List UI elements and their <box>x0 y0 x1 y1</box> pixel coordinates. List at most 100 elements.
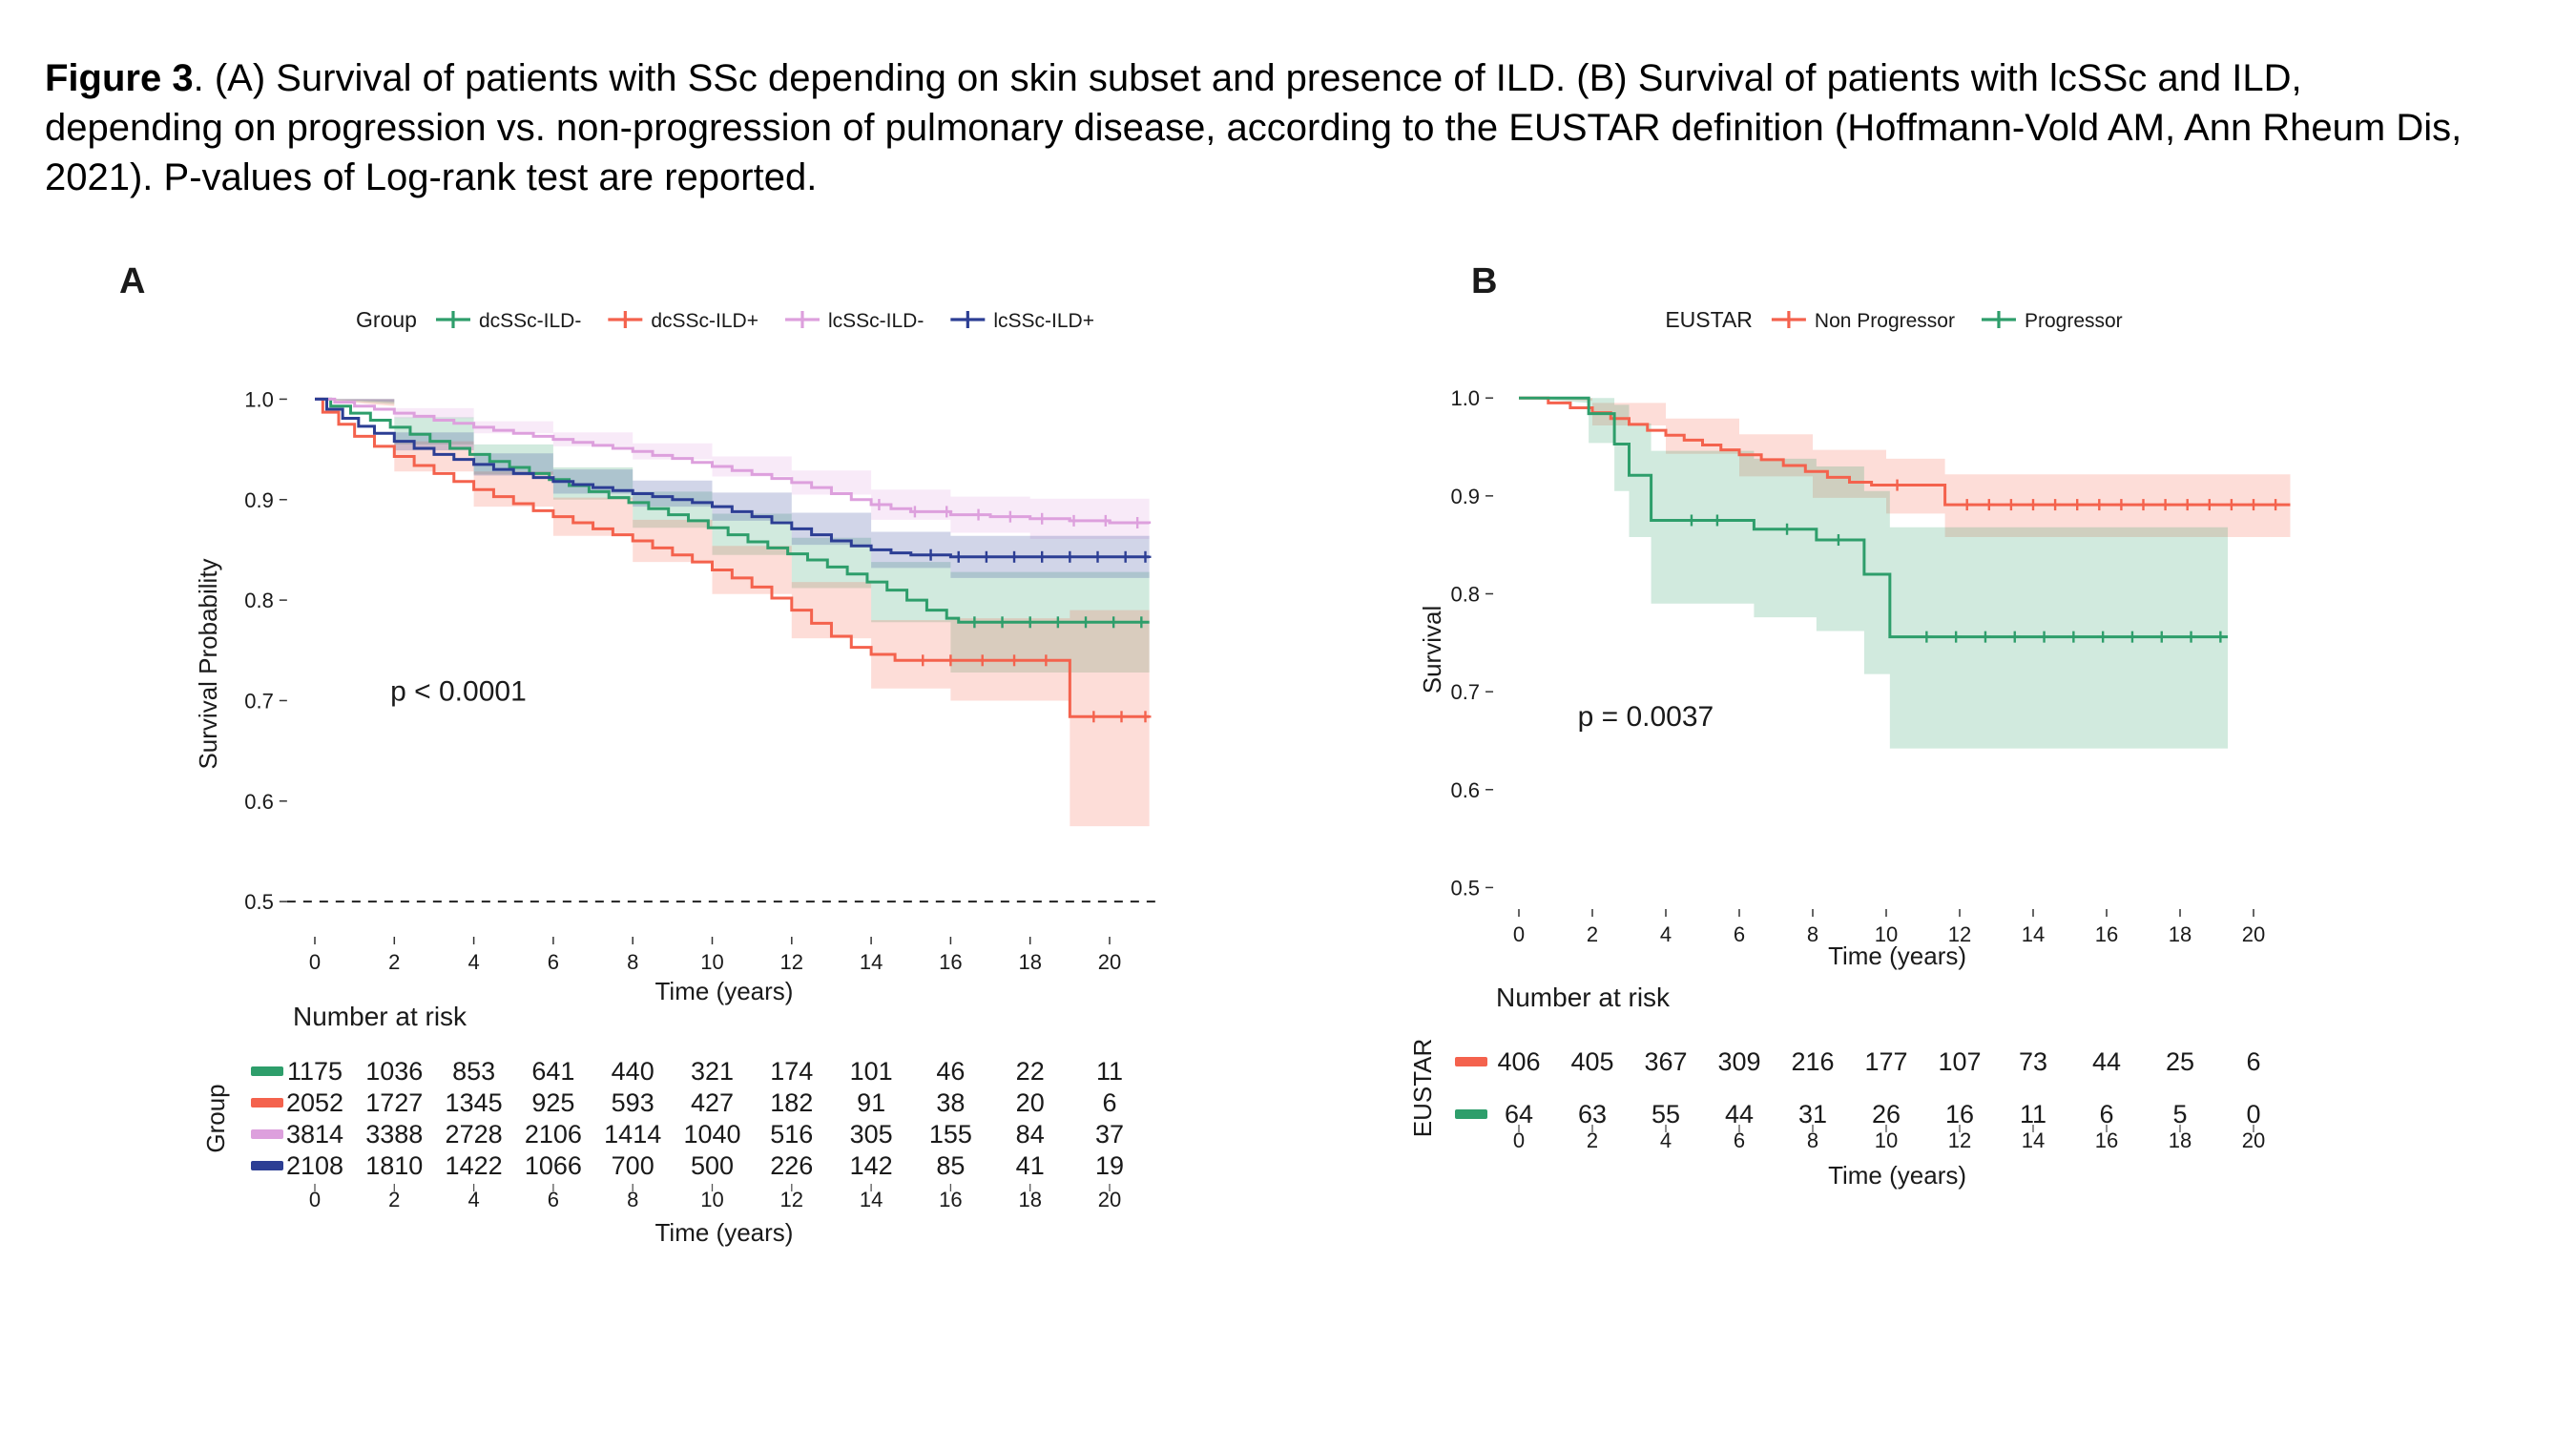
risk-count: 63 <box>1578 1100 1607 1128</box>
svg-text:0.7: 0.7 <box>244 689 274 713</box>
risk-count: 101 <box>850 1057 893 1086</box>
panel-label-A: A <box>119 261 145 301</box>
risk-count: 1727 <box>365 1088 423 1117</box>
risk-count: 84 <box>1016 1120 1045 1149</box>
svg-text:18: 18 <box>2169 922 2192 946</box>
svg-text:12: 12 <box>1948 922 1971 946</box>
risk-count: 3814 <box>286 1120 343 1149</box>
risk-count: 406 <box>1497 1047 1540 1076</box>
svg-text:2: 2 <box>1587 922 1598 946</box>
svg-text:4: 4 <box>1660 1128 1672 1152</box>
risk-count: 25 <box>2166 1047 2194 1076</box>
svg-text:18: 18 <box>2169 1128 2192 1152</box>
ci-band-lcSSc-ILD+ <box>315 399 1150 581</box>
legend: Group dcSSc-ILD-dcSSc-ILD+ lcSSc-ILD-lcSSc… <box>356 307 1094 332</box>
svg-text:6: 6 <box>1734 922 1745 946</box>
risk-count: 440 <box>612 1057 654 1086</box>
risk-count: 216 <box>1791 1047 1834 1076</box>
svg-text:0: 0 <box>1513 922 1525 946</box>
svg-text:4: 4 <box>467 1188 479 1211</box>
risk-count: 26 <box>1872 1100 1901 1128</box>
risk-table-x-title: Time (years) <box>1828 1161 1966 1190</box>
risk-count: 925 <box>531 1088 574 1117</box>
svg-text:10: 10 <box>1875 922 1898 946</box>
figure-caption: Figure 3. (A) Survival of patients with … <box>45 53 2487 202</box>
risk-count: 11 <box>2020 1100 2046 1128</box>
legend-title: EUSTAR <box>1665 307 1753 332</box>
svg-text:0.5: 0.5 <box>244 890 274 914</box>
risk-count: 1036 <box>365 1057 423 1086</box>
risk-count: 155 <box>929 1120 972 1149</box>
axes: 0.5 0.6 0.7 0.8 0.9 1.0 0 2 4 6 8 10 12 14 16 18 20 Time … <box>194 387 1121 1005</box>
risk-count: 41 <box>1016 1151 1045 1180</box>
risk-count: 6 <box>2099 1100 2113 1128</box>
ci-band-lcSSc-ILD- <box>315 399 1150 547</box>
risk-count: 367 <box>1644 1047 1687 1076</box>
risk-count: 5 <box>2172 1100 2187 1128</box>
risk-count: 593 <box>612 1088 654 1117</box>
svg-text:0: 0 <box>309 1188 321 1211</box>
risk-row-key-dcSSc-ILD- <box>251 1066 283 1076</box>
risk-count: 427 <box>691 1088 734 1117</box>
risk-count: 853 <box>452 1057 495 1086</box>
legend-title: Group <box>356 307 417 332</box>
km-curve-dcSSc-ILD+ <box>315 397 1150 718</box>
svg-text:0.8: 0.8 <box>244 589 274 612</box>
km-curves <box>315 397 1152 723</box>
risk-count: 55 <box>1652 1100 1680 1128</box>
risk-count: 2108 <box>286 1151 343 1180</box>
confidence-bands <box>315 399 1150 827</box>
risk-count: 700 <box>612 1151 654 1180</box>
risk-count: 44 <box>2092 1047 2121 1076</box>
legend: EUSTAR Non Progressor Progressor <box>1665 307 2122 332</box>
risk-count: 1040 <box>683 1120 740 1149</box>
risk-count: 321 <box>691 1057 734 1086</box>
risk-row-key-lcSSc-ILD+ <box>251 1161 283 1170</box>
legend-entry-label: lcSSc-ILD+ <box>993 310 1094 332</box>
svg-text:2: 2 <box>388 950 400 974</box>
svg-text:0: 0 <box>309 950 321 974</box>
svg-text:20: 20 <box>2242 1128 2265 1152</box>
svg-text:6: 6 <box>548 950 559 974</box>
svg-text:4: 4 <box>467 950 479 974</box>
svg-text:16: 16 <box>939 950 962 974</box>
p-value-label: p = 0.0037 <box>1578 701 1714 733</box>
y-axis-title: Survival <box>1418 606 1446 693</box>
panel-b-km-chart: B0.50.60.70.80.91.00 2 4 6 8 10 12 14 16 18 20Time… <box>1408 261 2291 1190</box>
svg-text:1.0: 1.0 <box>1450 386 1480 410</box>
p-value-label: p < 0.0001 <box>390 675 527 707</box>
svg-text:0: 0 <box>1513 1128 1525 1152</box>
svg-text:2: 2 <box>1587 1128 1598 1152</box>
risk-count: 641 <box>531 1057 574 1086</box>
risk-count: 1810 <box>365 1151 423 1180</box>
risk-count: 11 <box>1096 1057 1123 1086</box>
risk-count: 16 <box>1945 1100 1974 1128</box>
risk-count: 37 <box>1095 1120 1124 1149</box>
risk-table-title: Number at risk <box>293 1002 467 1031</box>
svg-text:14: 14 <box>860 1188 883 1211</box>
km-curves <box>1519 396 2291 643</box>
svg-text:0.6: 0.6 <box>244 790 274 814</box>
svg-text:10: 10 <box>1875 1128 1898 1152</box>
svg-text:16: 16 <box>2095 922 2118 946</box>
legend-entry-label: dcSSc-ILD+ <box>651 310 758 332</box>
risk-count: 142 <box>850 1151 893 1180</box>
risk-row-key-lcSSc-ILD- <box>251 1129 283 1139</box>
risk-count: 309 <box>1717 1047 1760 1076</box>
risk-count: 22 <box>1016 1057 1045 1086</box>
risk-count: 1345 <box>446 1088 503 1117</box>
risk-count: 6 <box>1102 1088 1116 1117</box>
svg-text:0.6: 0.6 <box>1450 778 1480 802</box>
risk-count: 2106 <box>525 1120 582 1149</box>
svg-text:14: 14 <box>2022 922 2045 946</box>
svg-text:0.8: 0.8 <box>1450 582 1480 606</box>
risk-count: 19 <box>1095 1151 1124 1180</box>
svg-text:12: 12 <box>780 1188 803 1211</box>
svg-text:14: 14 <box>2022 1128 2045 1152</box>
risk-row-key-Progressor <box>1455 1109 1487 1119</box>
svg-text:6: 6 <box>1734 1128 1745 1152</box>
risk-count: 516 <box>770 1120 813 1149</box>
